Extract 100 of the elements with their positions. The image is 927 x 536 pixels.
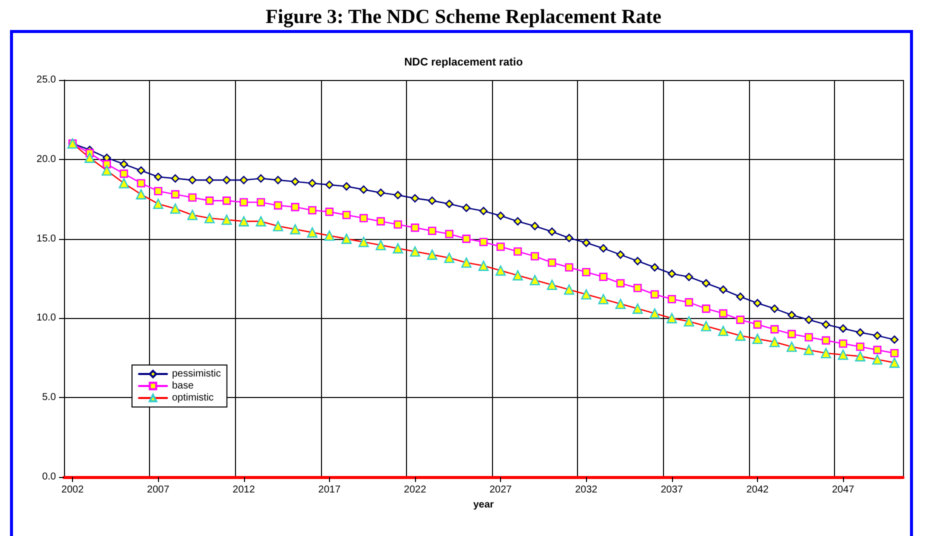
point [788,330,796,338]
point [445,230,454,238]
point [222,176,231,184]
point [496,212,505,220]
x-tick-label: 2027 [489,484,512,496]
y-tick-label: 15.0 [36,233,56,244]
point [445,200,454,208]
x-tick-label: 2037 [660,484,684,496]
point [770,304,779,313]
point [702,304,710,313]
point [770,325,779,334]
point [171,190,180,198]
point [616,250,625,259]
point [873,332,882,340]
point [719,285,728,294]
point [753,298,762,308]
point [205,196,214,205]
point [496,242,505,251]
point [291,177,300,186]
point [684,272,694,282]
point [736,292,744,301]
point [548,228,556,236]
point [240,198,248,206]
point [599,272,608,282]
x-tick-label: 2047 [832,484,855,496]
x-tick-label: 2002 [61,484,84,496]
point [410,224,420,232]
point [136,179,146,188]
point [548,258,556,267]
x-tick-label: 2032 [575,484,598,496]
point [822,320,830,329]
point [753,320,762,329]
point [394,220,402,229]
point [890,335,899,344]
point [240,176,248,184]
x-axis-title: year [473,499,494,510]
point [274,201,282,210]
point [325,208,334,216]
point [342,210,351,220]
y-tick-label: 10.0 [36,312,56,324]
point [256,174,266,183]
y-tick-label: 20.0 [36,154,56,165]
chart-title: Figure 3: The NDC Scheme Replacement Rate [266,6,662,28]
point [719,309,728,318]
point [274,176,282,184]
point [514,217,522,226]
point [222,196,231,205]
point [804,316,813,324]
point [102,160,111,168]
point [188,193,197,202]
x-tick-label: 2042 [746,484,770,496]
point [856,328,864,337]
legend-label: optimistic [172,392,214,404]
point [838,339,848,348]
point [394,190,402,200]
point [376,217,385,226]
point [462,204,471,212]
point [788,310,796,320]
x-tick-label: 2022 [404,484,427,496]
x-tick-label: 2012 [232,484,256,496]
x-tick-label: 2007 [147,484,170,496]
chart-subtitle: NDC replacement ratio [404,56,524,68]
point [650,290,659,299]
point [120,170,128,178]
point [342,182,351,191]
y-tick-label: 0.0 [42,472,56,482]
point [564,263,574,272]
point [171,174,180,183]
point [684,298,694,306]
point [633,284,642,292]
point [410,194,420,202]
point [120,160,128,168]
point [822,336,830,345]
point [154,187,162,196]
point [650,263,659,272]
point [530,252,540,260]
point [479,238,488,246]
point [205,176,214,184]
point [873,346,882,354]
point [530,222,540,230]
legend-label: pessimistic [172,368,221,380]
point [599,244,608,252]
point [376,188,385,197]
point [804,333,813,342]
point [359,214,368,222]
point [838,324,848,333]
point [291,202,300,212]
point [359,185,368,194]
point [308,206,316,214]
point [479,206,488,216]
point [428,226,436,236]
point [668,270,676,278]
point [856,342,864,351]
point [256,198,266,206]
point [702,279,710,288]
x-tick-label: 2017 [318,484,341,496]
y-tick-label: 25.0 [36,74,56,86]
point [633,256,642,266]
point [428,196,436,205]
point [582,238,590,247]
